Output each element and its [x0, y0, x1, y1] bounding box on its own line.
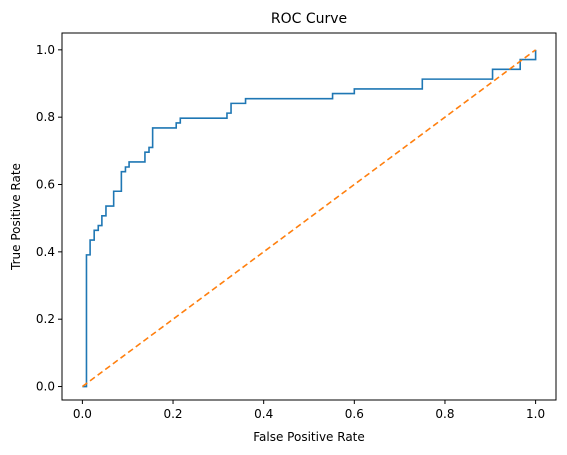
y-tick-label: 0.2	[36, 312, 55, 326]
y-tick-label: 0.0	[36, 380, 55, 394]
chart-title: ROC Curve	[271, 11, 347, 27]
series-layer	[81, 49, 537, 388]
y-axis: 0.0 0.2 0.4 0.6 0.8 1.0	[36, 43, 62, 394]
x-tick-label: 1.0	[526, 407, 545, 421]
x-axis: 0.0 0.2 0.4 0.6 0.8 1.0	[73, 400, 545, 421]
x-tick-label: 0.4	[254, 407, 273, 421]
y-axis-title: True Positive Rate	[9, 163, 23, 271]
x-tick-label: 0.2	[163, 407, 182, 421]
roc-curve-line	[82, 49, 537, 388]
y-tick-label: 0.4	[36, 245, 55, 259]
chance-diagonal-line	[81, 49, 537, 388]
x-axis-title: False Positive Rate	[253, 430, 365, 444]
y-tick-label: 1.0	[36, 43, 55, 57]
x-tick-label: 0.8	[435, 407, 454, 421]
y-tick-label: 0.6	[36, 178, 55, 192]
y-tick-label: 0.8	[36, 110, 55, 124]
x-tick-label: 0.6	[345, 407, 364, 421]
plot-frame	[61, 32, 557, 401]
x-tick-label: 0.0	[73, 407, 92, 421]
